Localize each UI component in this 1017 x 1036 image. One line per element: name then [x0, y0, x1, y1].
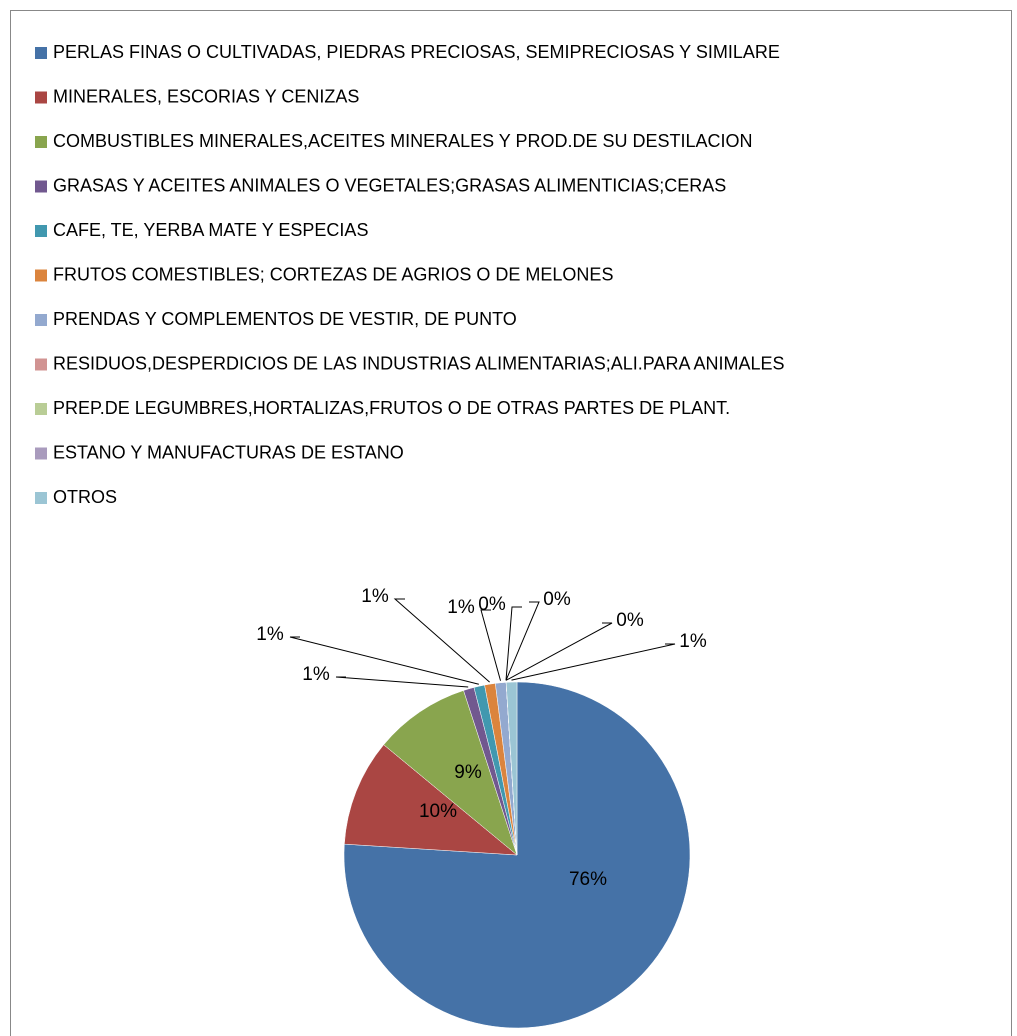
- pie-slice: [383, 690, 518, 856]
- data-label: 0%: [616, 610, 644, 631]
- legend-swatch: [35, 358, 47, 371]
- legend-swatch: [35, 136, 47, 148]
- leader-line: [511, 643, 676, 681]
- leader-line: [289, 636, 479, 685]
- data-label: 1%: [256, 624, 284, 645]
- data-label: 1%: [447, 597, 475, 618]
- leader-line: [335, 676, 469, 688]
- legend-label: FRUTOS COMESTIBLES; CORTEZAS DE AGRIOS O…: [53, 264, 613, 284]
- legend-label: ESTANO Y MANUFACTURAS DE ESTANO: [53, 442, 404, 462]
- data-label: 1%: [679, 631, 707, 652]
- legend-swatch: [35, 314, 47, 326]
- legend-swatch: [35, 269, 47, 282]
- data-label: 10%: [419, 801, 457, 822]
- legend-swatch: [35, 47, 47, 59]
- legend-swatch: [35, 492, 47, 504]
- data-label: 1%: [361, 586, 389, 607]
- legend-label: PERLAS FINAS O CULTIVADAS, PIEDRAS PRECI…: [53, 42, 780, 62]
- legend-label: MINERALES, ESCORIAS Y CENIZAS: [53, 86, 359, 106]
- legend-label: COMBUSTIBLES MINERALES,ACEITES MINERALES…: [53, 131, 753, 151]
- data-label: 1%: [302, 664, 330, 685]
- pie-slice: [344, 744, 518, 856]
- legend-swatch: [35, 225, 47, 237]
- leader-line: [505, 601, 540, 681]
- legend-label: GRASAS Y ACEITES ANIMALES O VEGETALES;GR…: [53, 175, 726, 195]
- legend-label: PREP.DE LEGUMBRES,HORTALIZAS,FRUTOS O DE…: [53, 398, 730, 418]
- legend-swatch: [35, 91, 47, 104]
- leader-line: [393, 598, 490, 683]
- data-label: 0%: [543, 589, 571, 610]
- data-label: 9%: [454, 762, 482, 783]
- legend-swatch: [35, 447, 47, 460]
- legend-swatch: [35, 180, 47, 193]
- leader-line: [505, 606, 522, 681]
- legend-label: PRENDAS Y COMPLEMENTOS DE VESTIR, DE PUN…: [53, 309, 517, 329]
- pie-slice: [505, 681, 518, 856]
- leader-line: [505, 622, 613, 681]
- legend-swatch: [35, 403, 47, 415]
- legend-label: CAFE, TE, YERBA MATE Y ESPECIAS: [53, 220, 368, 240]
- legend-label: OTROS: [53, 487, 117, 507]
- data-label: 0%: [478, 594, 506, 615]
- leader-line: [480, 609, 502, 681]
- legend-label: RESIDUOS,DESPERDICIOS DE LAS INDUSTRIAS …: [53, 353, 785, 373]
- data-label: 76%: [569, 869, 607, 890]
